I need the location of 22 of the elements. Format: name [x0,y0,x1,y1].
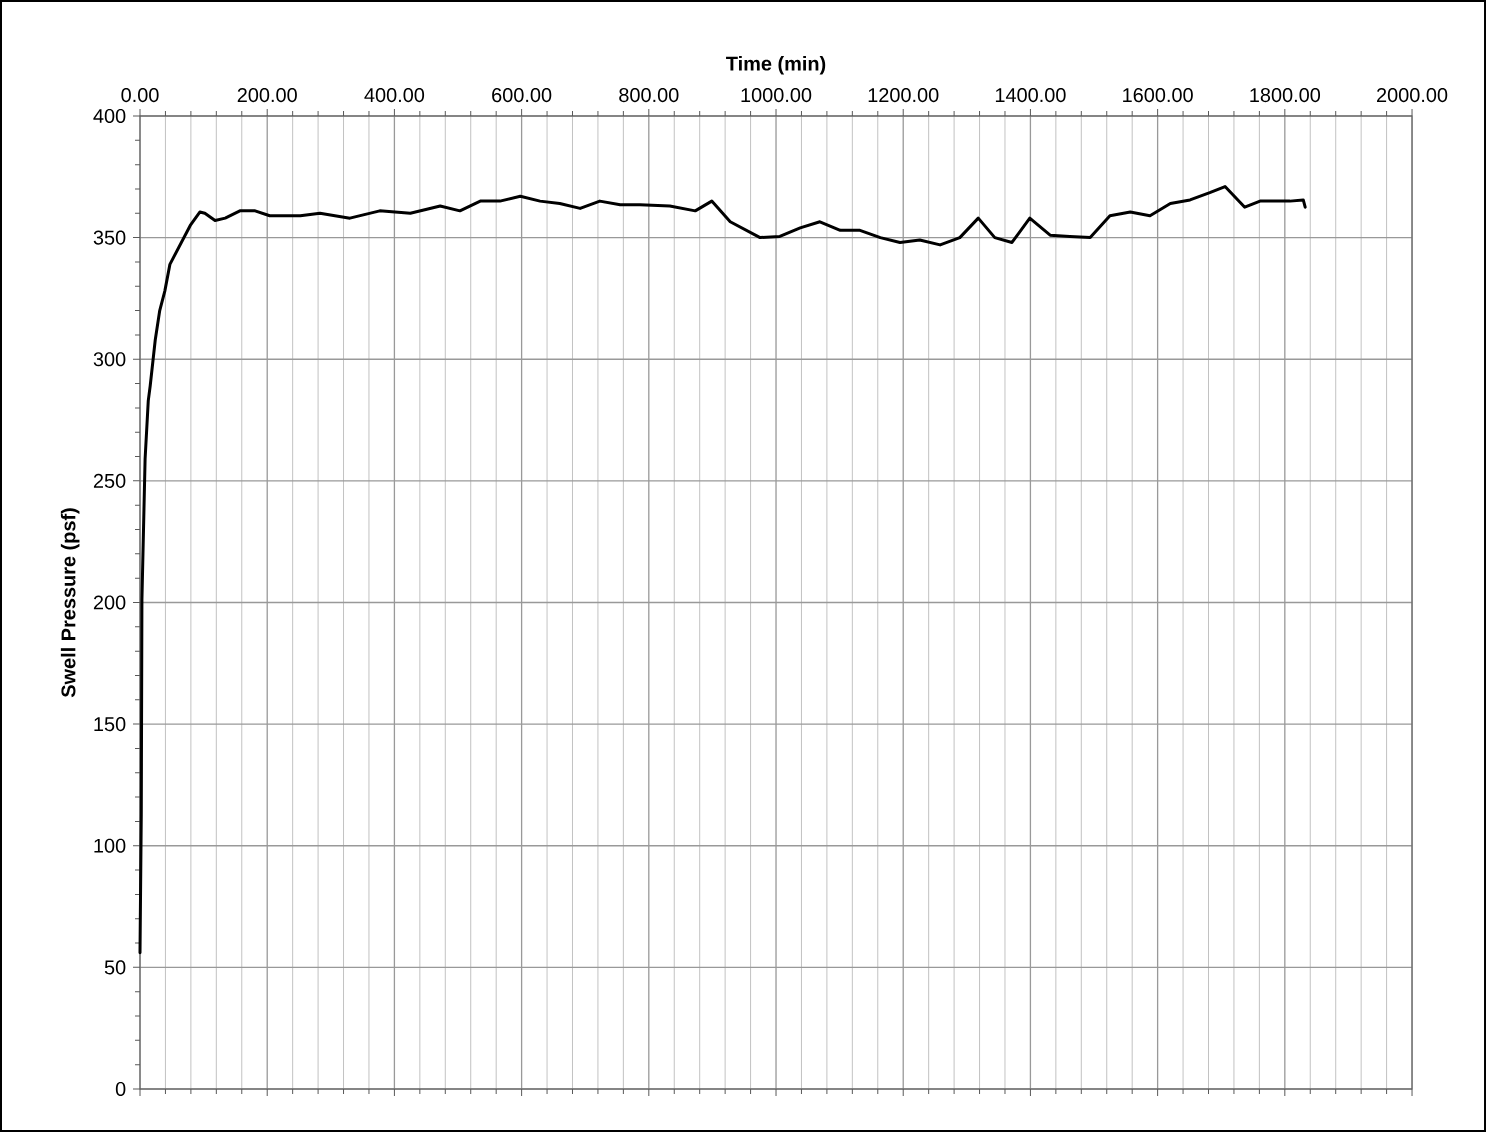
y-axis-title: Swell Pressure (psf) [60,508,80,698]
y-tick-label: 400 [93,108,126,124]
x-axis-title: Time (min) [726,55,826,75]
y-tick-label: 250 [93,473,126,488]
y-tick-label: 150 [94,717,126,732]
x-tick-label: 1400.00 [995,88,1066,103]
y-tick-label: 200 [93,595,126,610]
x-tick-label: 2000.00 [1377,88,1448,103]
x-tick-label: 1000.00 [741,88,812,103]
x-tick-label: 1200.00 [868,88,939,103]
y-tick-label: 350 [93,230,126,245]
y-tick-label: 0 [115,1081,126,1097]
x-tick-label: 800.00 [619,88,679,103]
y-tick-label: 300 [93,352,126,367]
x-tick-label: 400.00 [364,88,425,103]
x-tick-label: 200.00 [237,88,297,103]
x-tick-label: 0.00 [121,88,159,103]
x-tick-label: 1600.00 [1123,88,1193,103]
x-tick-label: 600.00 [492,88,552,103]
y-tick-label: 100 [94,838,126,853]
y-tick-label: 50 [104,960,126,975]
x-tick-label: 1800.00 [1250,88,1321,103]
